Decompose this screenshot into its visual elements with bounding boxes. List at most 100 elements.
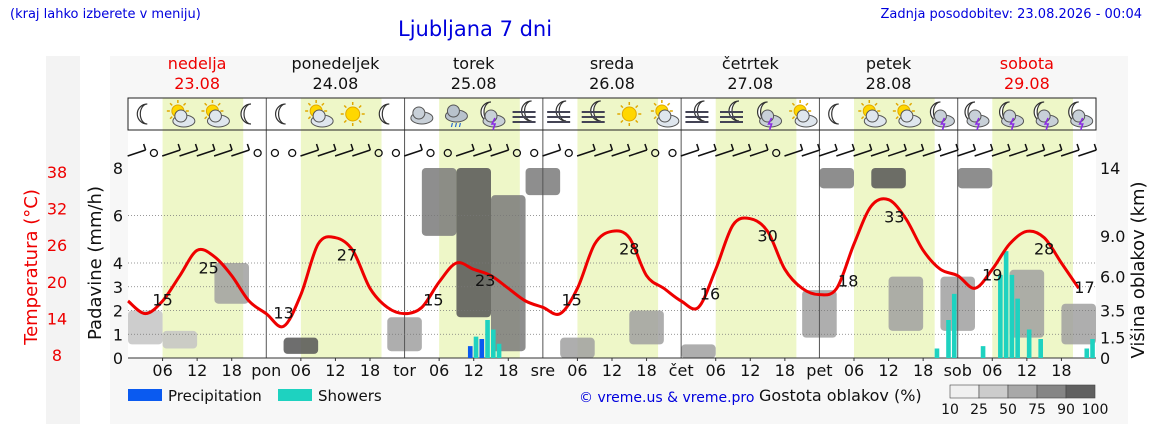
- wind-calm-mark: [391, 148, 401, 158]
- hour-tick: 12: [602, 361, 622, 380]
- wind-barb: [991, 143, 1011, 157]
- wind-barb: [697, 143, 717, 157]
- wind-barb: [1008, 143, 1028, 157]
- wind-calm-mark: [772, 148, 781, 158]
- day-date: 26.08: [589, 74, 635, 93]
- hour-tick: 18: [636, 361, 656, 380]
- wind-barb: [853, 143, 873, 157]
- temp-value-label: 27: [337, 246, 357, 265]
- thunder-icon: [998, 101, 1025, 131]
- shower-bar: [473, 336, 479, 358]
- hour-tick: 18: [222, 361, 242, 380]
- shower-bar: [998, 274, 1003, 358]
- cloud-height-tick: 14: [1100, 159, 1120, 178]
- precipitation-legend-swatch: [128, 389, 162, 401]
- day-short-label: pet: [806, 361, 832, 380]
- sun-cloud-icon: [789, 100, 818, 128]
- temperature-tick: 8: [52, 346, 62, 365]
- shower-bar: [934, 348, 940, 358]
- daylight-band: [715, 98, 797, 358]
- cloud-density-scale-label: 10: [941, 402, 959, 418]
- wind-barb: [1043, 143, 1063, 157]
- day-name: sreda: [590, 54, 634, 73]
- hour-tick: 12: [878, 361, 898, 380]
- cloud-block: [819, 168, 854, 189]
- wind-barb: [818, 143, 838, 157]
- wind-calm-mark: [149, 148, 159, 158]
- hour-tick: 12: [1017, 361, 1037, 380]
- moon-icon: [240, 103, 252, 125]
- cloud-density-scale-label: 100: [1082, 402, 1109, 418]
- wind-barb: [127, 143, 147, 157]
- wind-barb: [836, 143, 856, 157]
- temp-value-label: 33: [884, 208, 904, 227]
- precipitation-tick: 4: [113, 254, 123, 273]
- shower-bar: [491, 329, 496, 358]
- hour-tick: 06: [982, 361, 1002, 380]
- cloud-density-scale-label: 25: [970, 402, 988, 418]
- cloud-density-scale-label: 90: [1057, 402, 1075, 418]
- precipitation-axis-title: Padavine (mm/h): [85, 186, 106, 340]
- moon-icon: [274, 103, 286, 125]
- temp-value-label: 15: [423, 291, 443, 310]
- wind-barb: [784, 143, 804, 157]
- cloud-density-swatch: [949, 384, 980, 399]
- cloud-height-tick: 9.0: [1100, 227, 1125, 246]
- sun-cloud-icon: [858, 100, 887, 128]
- hour-tick: 06: [706, 361, 726, 380]
- fog-icon: [720, 100, 743, 123]
- hour-tick: 12: [187, 361, 207, 380]
- temperature-tick: 32: [47, 200, 67, 219]
- last-updated: Zadnja posodobitev: 23.08.2026 - 00:04: [880, 7, 1142, 22]
- sun-cloud-icon: [305, 100, 334, 128]
- thunder-icon: [1033, 101, 1059, 131]
- wind-barb: [473, 143, 493, 157]
- cloud-density-swatch: [1036, 384, 1067, 399]
- thunder-icon: [929, 101, 955, 131]
- cloud-block: [1009, 269, 1045, 338]
- day-date: 23.08: [174, 74, 220, 93]
- wind-barb: [680, 143, 700, 157]
- temp-value-label: 15: [561, 291, 581, 310]
- wind-barb: [801, 143, 821, 157]
- wind-barb: [317, 143, 337, 157]
- shower-bar: [1090, 339, 1095, 358]
- wind-calm-mark: [288, 148, 297, 158]
- shower-bar: [946, 320, 951, 358]
- wind-barb: [231, 143, 251, 157]
- wind-calm-mark: [564, 148, 573, 158]
- hour-tick: 06: [567, 361, 587, 380]
- shower-bar: [1009, 274, 1015, 358]
- hour-tick: 12: [464, 361, 484, 380]
- wind-barb: [352, 143, 372, 157]
- cloud-height-tick: 1.5: [1100, 329, 1125, 348]
- wind-calm-mark: [426, 148, 435, 158]
- cloud-height-tick: 3.5: [1100, 302, 1125, 321]
- cloud-block: [491, 195, 526, 352]
- temperature-tick: 38: [47, 163, 67, 182]
- wind-barb: [905, 143, 925, 157]
- wind-barb: [732, 143, 752, 157]
- temp-value-label: 15: [152, 291, 172, 310]
- shower-bar: [1084, 348, 1090, 358]
- wind-calm-mark: [253, 148, 262, 158]
- temperature-tick: 20: [47, 273, 67, 292]
- cloud-block: [681, 344, 716, 358]
- cloud-density-scale-label: 50: [999, 402, 1017, 418]
- wind-calm-mark: [512, 148, 522, 158]
- precipitation-tick: 0: [113, 349, 123, 368]
- precipitation-bar: [467, 346, 473, 358]
- cloud-block: [957, 168, 993, 189]
- region-note[interactable]: (kraj lahko izberete v meniju): [10, 7, 201, 22]
- wind-barb: [611, 143, 631, 157]
- wind-calm-mark: [374, 148, 383, 158]
- sun-cloud-icon: [892, 100, 922, 128]
- hour-tick: 06: [429, 361, 449, 380]
- precipitation-tick: 8: [113, 159, 123, 178]
- thunder-icon: [964, 101, 990, 131]
- wind-calm-mark: [668, 148, 677, 158]
- thunder-icon: [480, 101, 506, 131]
- hour-tick: 06: [844, 361, 864, 380]
- day-name: torek: [453, 54, 495, 73]
